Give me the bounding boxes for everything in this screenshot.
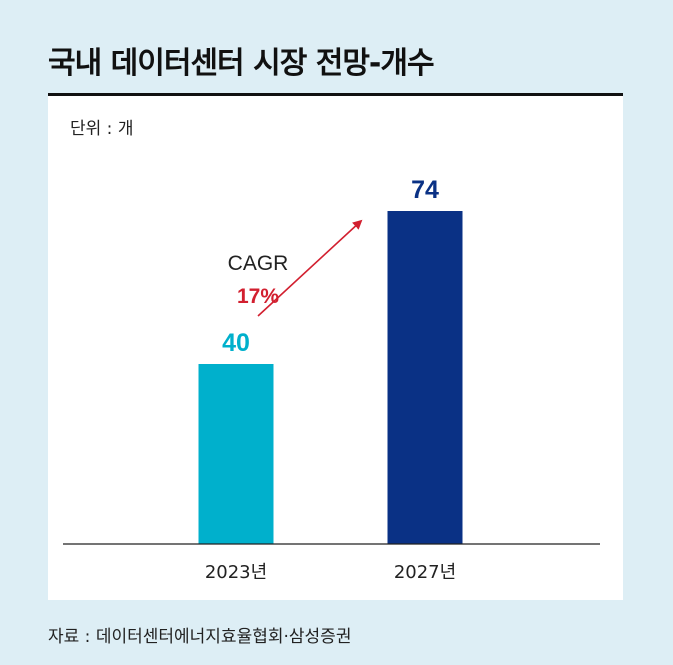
chart-title: 국내 데이터센터 시장 전망-개수	[48, 46, 435, 81]
cagr-arrow	[257, 219, 363, 317]
x-tick-label-1: 2027년	[394, 562, 456, 583]
title-divider	[48, 93, 623, 96]
bar-1	[387, 211, 463, 544]
data-label-1: 74	[411, 176, 439, 204]
unit-label: 단위 : 개	[70, 119, 134, 139]
cagr-label: CAGR	[228, 252, 289, 275]
chart-panel	[48, 96, 623, 600]
bar-0	[198, 364, 274, 544]
x-tick-label-0: 2023년	[205, 562, 267, 583]
source-note: 자료 : 데이터센터에너지효율협회·삼성증권	[48, 627, 352, 647]
cagr-value: 17%	[237, 285, 279, 308]
data-label-0: 40	[222, 329, 250, 357]
